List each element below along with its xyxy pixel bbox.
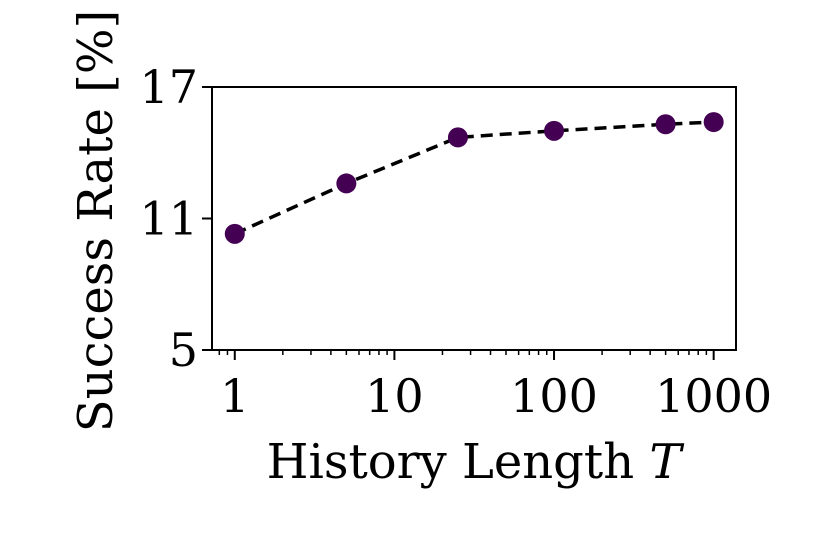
- data-point: [544, 120, 565, 141]
- y-tick-label: 17: [139, 60, 198, 114]
- data-point: [655, 114, 676, 135]
- series-line: [234, 120, 714, 236]
- x-tick-label: 10: [365, 369, 424, 423]
- y-axis-label: Success Rate [%]: [68, 10, 124, 432]
- y-tick-label: 11: [139, 192, 198, 246]
- x-tick-label: 100: [510, 369, 598, 423]
- x-tick-label: 1000: [655, 369, 772, 423]
- data-point: [447, 127, 468, 148]
- plot-frame: [211, 86, 737, 351]
- y-tick-label: 5: [169, 323, 198, 377]
- x-axis-label-variable: T: [649, 434, 684, 490]
- data-point: [224, 223, 245, 244]
- points-layer: [224, 112, 724, 244]
- tick-labels-layer: 1 10 100 1000 5 11 17: [139, 60, 772, 423]
- x-tick-label: 1: [220, 369, 249, 423]
- data-point: [703, 112, 724, 133]
- x-axis-label-text: History Length: [267, 434, 650, 490]
- x-axis-label: History Length T: [267, 434, 685, 490]
- data-point: [336, 173, 357, 194]
